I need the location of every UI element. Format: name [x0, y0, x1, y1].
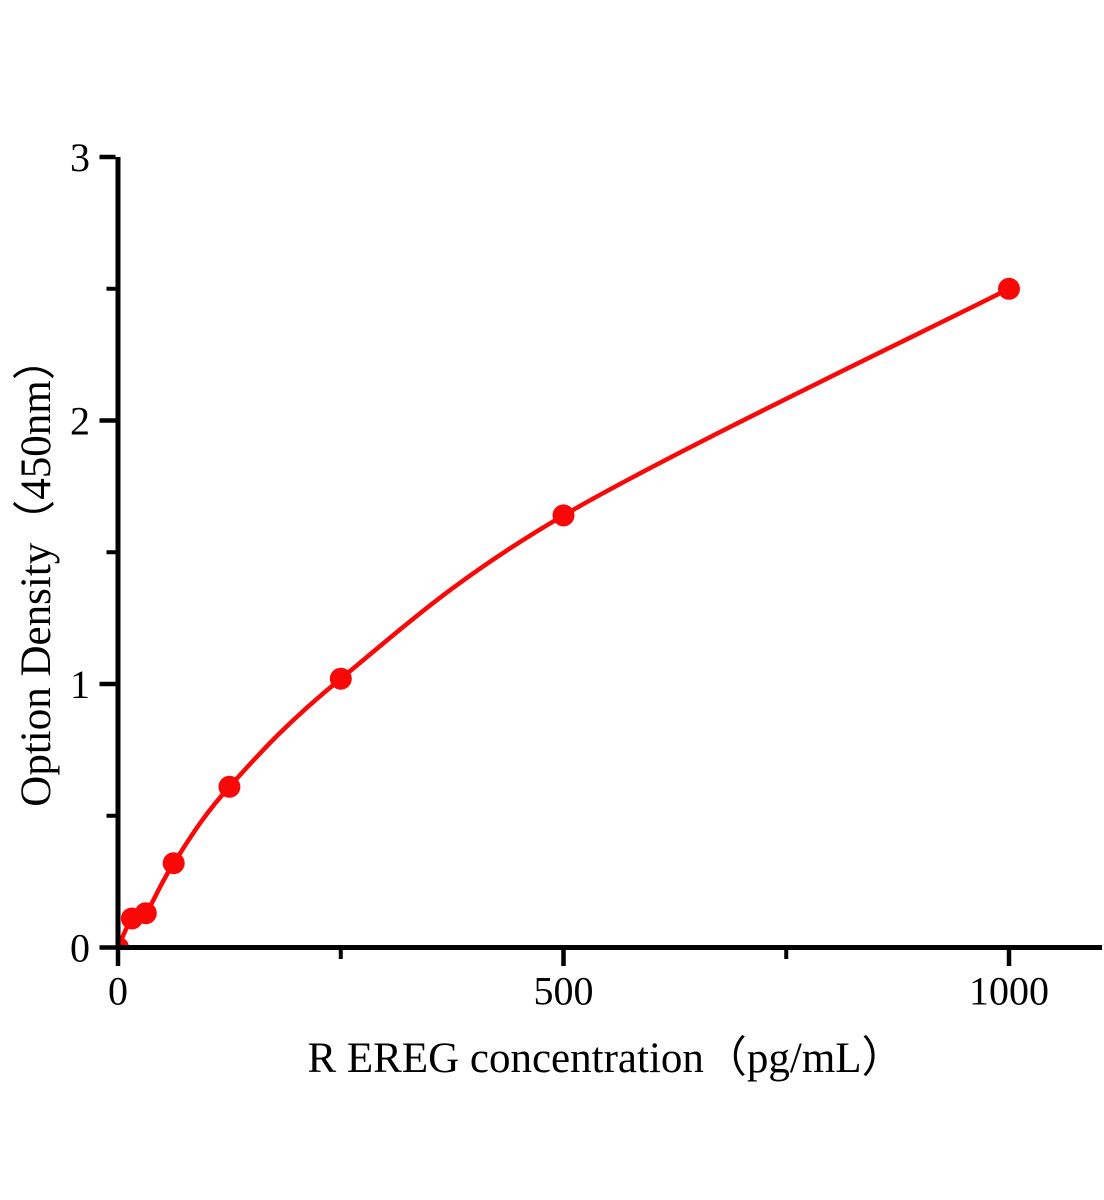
y-tick-label: 3 [70, 135, 90, 180]
axes-layer [115, 157, 1102, 950]
y-axis-title: Option Density（450nm） [13, 337, 60, 806]
x-tick-label: 0 [108, 969, 128, 1014]
data-point [552, 504, 575, 527]
data-point [998, 277, 1020, 300]
tick-label-layer: 0 500 1000 0 1 2 3 [70, 135, 1049, 1014]
y-tick-label: 1 [70, 662, 90, 707]
x-tick-label: 1000 [969, 969, 1049, 1014]
data-point [162, 852, 185, 875]
y-tick-label: 2 [70, 399, 90, 444]
x-tick-label: 500 [534, 969, 594, 1014]
series-layer [118, 277, 1020, 950]
standard-curve-line [118, 286, 1011, 949]
y-tick-label: 0 [70, 926, 90, 971]
data-point [218, 775, 241, 798]
data-point [134, 902, 157, 925]
tick-layer [99, 154, 1012, 966]
x-axis-title: R EREG concentration（pg/mL） [307, 1035, 904, 1082]
data-point [329, 667, 352, 690]
